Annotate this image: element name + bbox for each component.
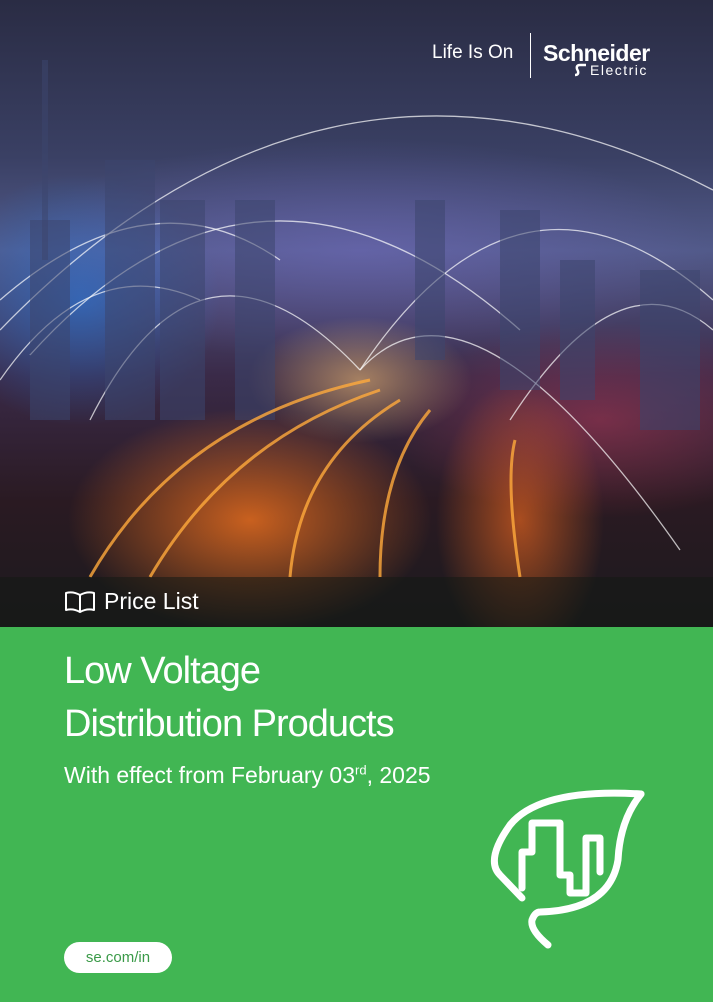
- price-list-band: [0, 577, 713, 627]
- cover-photo-city-night: [0, 0, 713, 627]
- price-list-label: Price List: [104, 588, 199, 614]
- schneider-logo-mark-icon: [574, 63, 586, 77]
- life-is-on-tagline: Life Is On: [432, 42, 514, 63]
- leaf-city-icon: [490, 789, 645, 949]
- schneider-logo-name: Schneider: [543, 40, 650, 66]
- title-line-1: Low Voltage: [64, 650, 261, 692]
- date-ordinal: rd: [355, 762, 367, 778]
- network-arcs: [0, 60, 713, 578]
- date-year: , 2025: [366, 762, 431, 788]
- open-book-icon: [65, 591, 95, 613]
- date-prefix: With effect from February 03: [64, 762, 356, 788]
- effective-date: With effect from February 03rd, 2025: [64, 762, 431, 789]
- logo-divider: [530, 33, 531, 78]
- title-line-2: Distribution Products: [64, 703, 395, 745]
- schneider-logo-sub: Electric: [590, 62, 648, 78]
- website-link[interactable]: se.com/in: [64, 942, 172, 973]
